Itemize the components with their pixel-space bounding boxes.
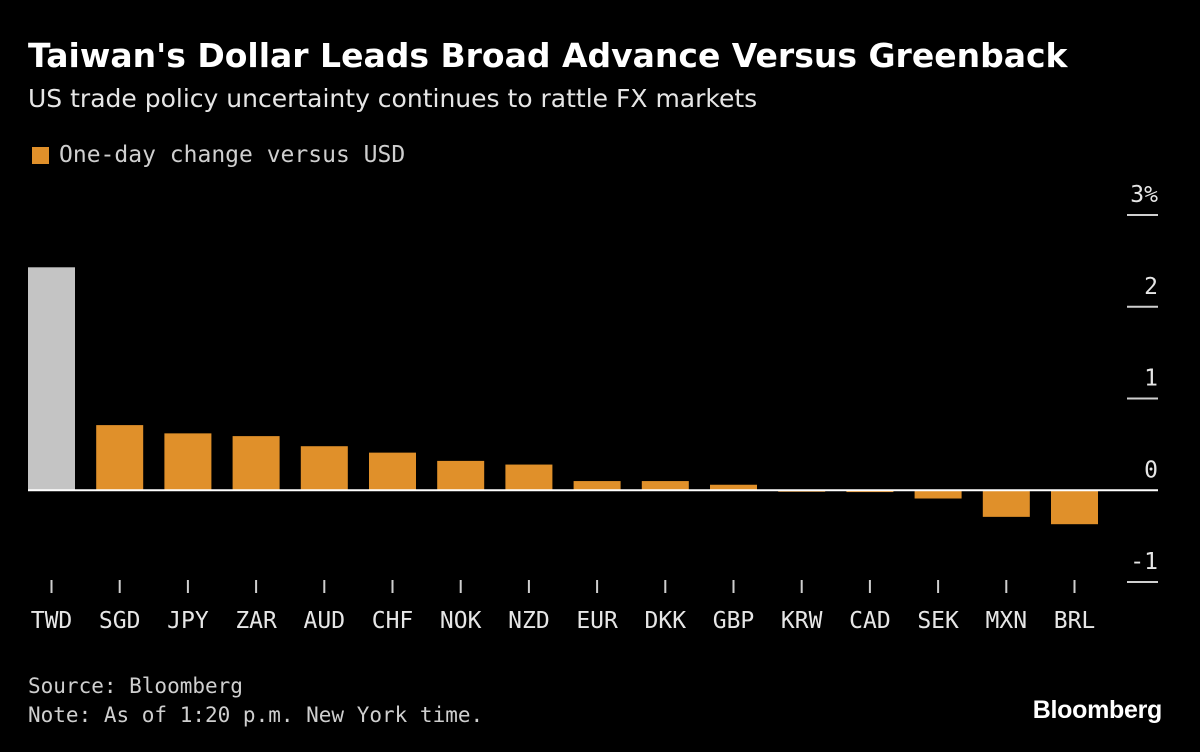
bloomberg-logo: Bloomberg [1032,696,1163,724]
bar-aud [300,446,348,491]
x-tick-label-dkk: DKK [645,608,687,634]
x-tick-label-nok: NOK [440,608,482,634]
bar-sek [914,490,962,499]
bar-gbp [710,484,757,491]
x-tick-label-twd: TWD [31,608,73,634]
y-tick-label-0: 3% [1130,182,1158,208]
bar-dkk [641,481,689,491]
bar-mxn [982,490,1030,517]
source-note: Source: Bloomberg [28,674,243,698]
x-tick-label-mxn: MXN [986,608,1028,634]
bar-jpy [164,433,212,491]
x-tick-label-brl: BRL [1054,608,1096,634]
legend-swatch [32,146,49,164]
bar-eur [573,481,621,491]
bar-zar [232,436,280,491]
y-tick-label-3: 0 [1144,457,1158,483]
bar-brl [1051,490,1098,525]
y-tick-label-1: 2 [1144,274,1158,300]
x-tick-label-sek: SEK [917,608,959,634]
chart-subtitle: US trade policy uncertainty continues to… [28,84,758,113]
y-tick-label-2: 1 [1144,366,1158,392]
bar-twd [28,267,75,491]
x-tick-label-aud: AUD [304,608,346,634]
x-tick-label-sgd: SGD [99,608,141,634]
bar-nok [437,460,485,491]
legend-label: One-day change versus USD [59,142,406,168]
chart-title: Taiwan's Dollar Leads Broad Advance Vers… [28,36,1068,75]
bar-nzd [505,464,553,491]
x-tick-label-gbp: GBP [713,608,755,634]
x-tick-label-nzd: NZD [508,608,550,634]
x-tick-label-zar: ZAR [235,608,277,634]
x-tick-label-jpy: JPY [167,608,209,634]
time-note: Note: As of 1:20 p.m. New York time. [28,703,484,727]
bar-chf [369,452,416,491]
x-tick-label-cad: CAD [849,608,891,634]
legend: One-day change versus USD [32,140,405,170]
x-tick-label-krw: KRW [781,608,823,634]
y-tick-label-4: -1 [1130,549,1158,575]
x-tick-label-chf: CHF [372,608,414,634]
bar-sgd [96,425,144,491]
x-tick-label-eur: EUR [576,608,618,634]
